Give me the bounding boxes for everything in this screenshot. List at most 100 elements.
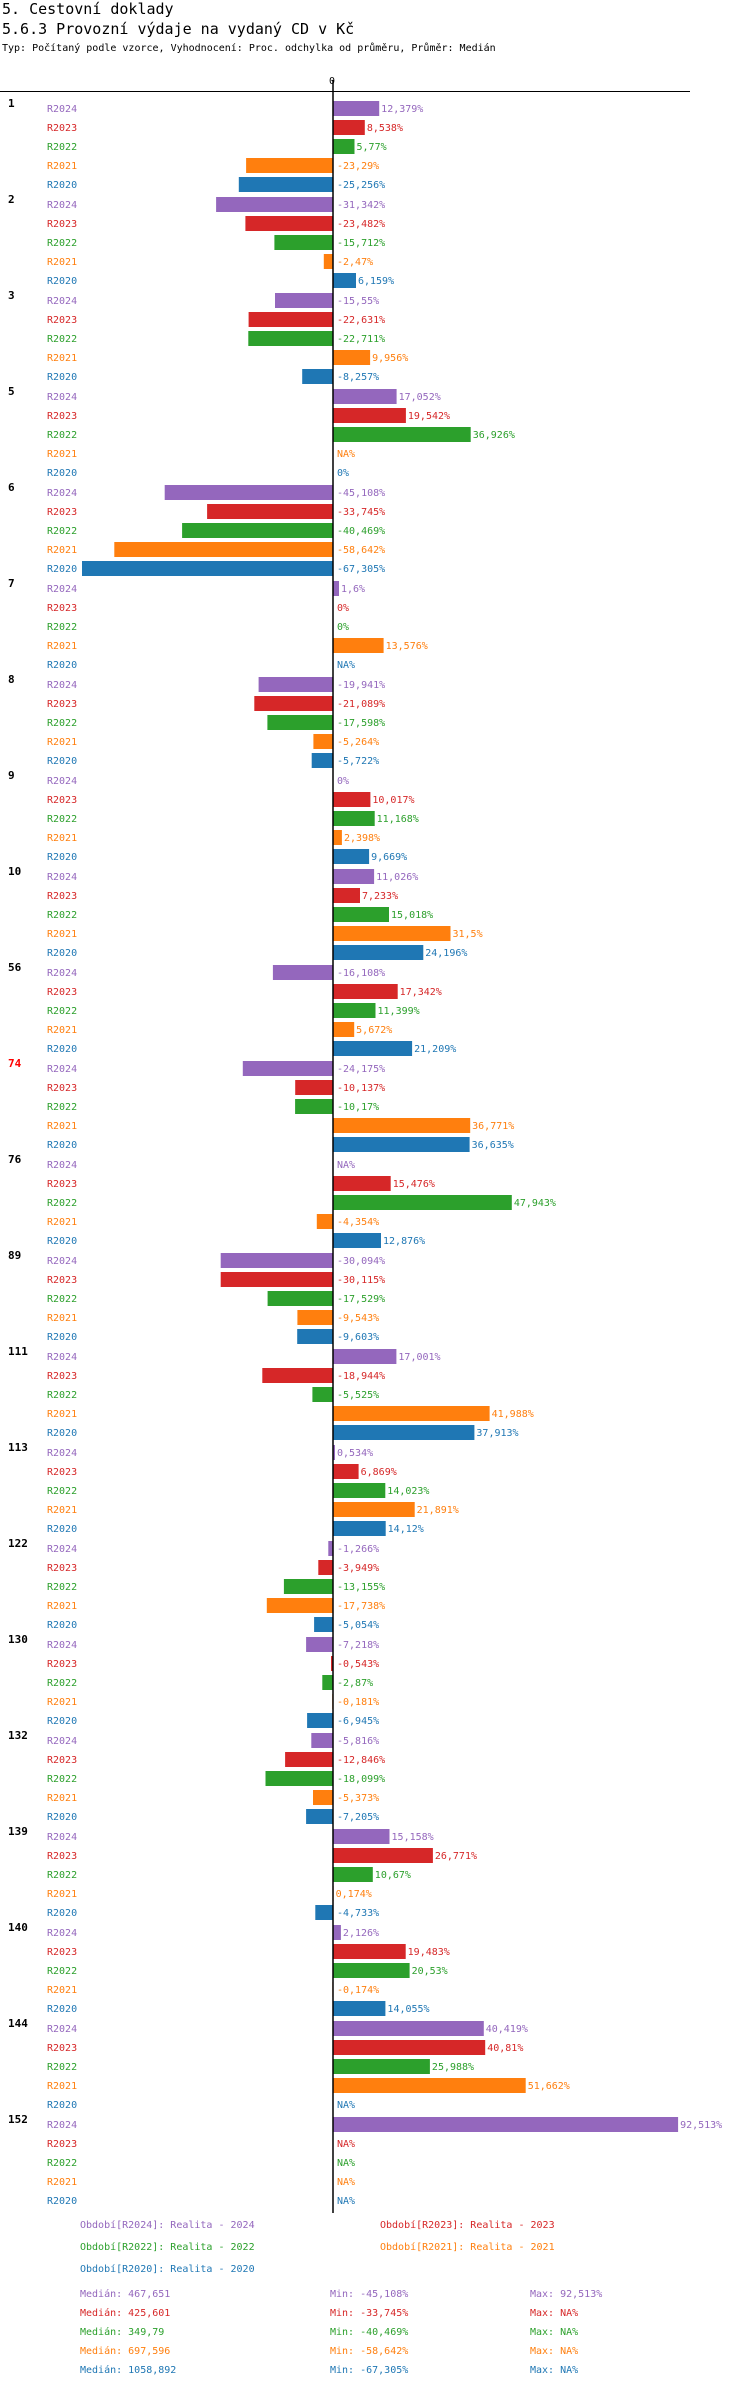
series-label: R2023	[47, 1275, 77, 1286]
series-label: R2020	[47, 468, 77, 479]
series-label: R2023	[47, 507, 77, 518]
value-label: 92,513%	[680, 2120, 722, 2131]
series-label: R2021	[47, 353, 77, 364]
stat-min: Min: -45,108%	[330, 2289, 408, 2300]
value-label: -6,945%	[337, 1716, 379, 1727]
value-label: NA%	[337, 1160, 355, 1171]
bar	[274, 235, 333, 250]
series-label: R2021	[47, 2081, 77, 2092]
stat-max: Max: NA%	[530, 2365, 578, 2376]
value-label: 20,53%	[412, 1966, 448, 1977]
stat-median: Medián: 697,596	[80, 2345, 170, 2357]
bar	[302, 369, 333, 384]
bar	[333, 1848, 433, 1863]
stat-min: Min: -67,305%	[330, 2365, 408, 2376]
value-label: 17,342%	[400, 987, 442, 998]
stat-median: Medián: 467,651	[80, 2288, 170, 2300]
bar	[311, 753, 333, 768]
value-label: NA%	[337, 449, 355, 460]
series-label: R2022	[47, 238, 77, 249]
bar	[333, 1521, 386, 1536]
value-label: -31,342%	[337, 200, 385, 211]
legend-entry: Období[R2020]: Realita - 2020	[80, 2263, 255, 2275]
value-label: -17,529%	[337, 1294, 385, 1305]
group-label: 8	[8, 673, 15, 686]
group-label: 89	[8, 1249, 21, 1262]
series-label: R2024	[47, 680, 77, 691]
value-label: -25,256%	[337, 180, 385, 191]
group-label: 144	[8, 2017, 28, 2030]
series-label: R2020	[47, 2100, 77, 2111]
value-label: -2,47%	[337, 257, 373, 268]
axis-zero-label: 0	[329, 76, 335, 87]
bar	[333, 1195, 512, 1210]
series-label: R2022	[47, 910, 77, 921]
series-label: R2024	[47, 1928, 77, 1939]
bar	[306, 1637, 333, 1652]
bar	[333, 849, 370, 864]
value-label: 2,126%	[343, 1928, 379, 1939]
value-label: -9,603%	[337, 1332, 379, 1343]
value-label: -17,738%	[337, 1601, 385, 1612]
stat-median: Medián: 349,79	[80, 2326, 164, 2338]
value-label: -5,722%	[337, 756, 379, 767]
bar	[254, 696, 333, 711]
legend-entry: Období[R2022]: Realita - 2022	[80, 2241, 255, 2253]
bar	[82, 561, 333, 576]
bar	[333, 2001, 386, 2016]
bar	[333, 1925, 341, 1940]
value-label: NA%	[337, 660, 355, 671]
series-label: R2020	[47, 1140, 77, 1151]
bar	[333, 888, 360, 903]
value-label: -23,29%	[337, 161, 379, 172]
value-label: 51,662%	[528, 2081, 570, 2092]
bar	[333, 1944, 406, 1959]
value-label: 41,988%	[492, 1409, 534, 1420]
value-label: 11,168%	[377, 814, 419, 825]
group-label: 7	[8, 577, 15, 590]
value-label: 36,635%	[472, 1140, 514, 1151]
bar	[283, 1579, 333, 1594]
value-label: 19,542%	[408, 411, 450, 422]
bar	[248, 331, 333, 346]
value-label: NA%	[337, 2196, 355, 2207]
value-label: 17,052%	[399, 392, 441, 403]
value-label: -22,711%	[337, 334, 385, 345]
series-label: R2021	[47, 833, 77, 844]
series-label: R2021	[47, 1217, 77, 1228]
value-label: -5,373%	[337, 1793, 379, 1804]
series-label: R2022	[47, 1294, 77, 1305]
series-label: R2023	[47, 1179, 77, 1190]
value-label: 6,159%	[358, 276, 394, 287]
series-label: R2024	[47, 1544, 77, 1555]
series-label: R2020	[47, 1044, 77, 1055]
value-label: -40,469%	[337, 526, 385, 537]
stat-max: Max: NA%	[530, 2327, 578, 2338]
series-label: R2020	[47, 852, 77, 863]
series-label: R2022	[47, 430, 77, 441]
value-label: -4,733%	[337, 1908, 379, 1919]
series-label: R2020	[47, 1236, 77, 1247]
value-label: 9,669%	[371, 852, 407, 863]
group-label: 132	[8, 1729, 28, 1742]
value-label: -13,155%	[337, 1582, 385, 1593]
group-label: 56	[8, 961, 22, 974]
series-label: R2021	[47, 2177, 77, 2188]
bar	[333, 101, 380, 116]
bar	[258, 677, 333, 692]
bar	[333, 1483, 386, 1498]
value-label: -8,257%	[337, 372, 379, 383]
bar	[333, 1003, 376, 1018]
series-label: R2022	[47, 1006, 77, 1017]
value-label: NA%	[337, 2158, 355, 2169]
series-label: R2024	[47, 776, 77, 787]
value-label: -45,108%	[337, 488, 385, 499]
stat-max: Max: NA%	[530, 2346, 578, 2357]
bar	[333, 792, 371, 807]
value-label: -0,174%	[337, 1985, 379, 1996]
series-label: R2020	[47, 1332, 77, 1343]
bar	[245, 216, 333, 231]
series-label: R2021	[47, 1025, 77, 1036]
bar	[333, 2078, 526, 2093]
